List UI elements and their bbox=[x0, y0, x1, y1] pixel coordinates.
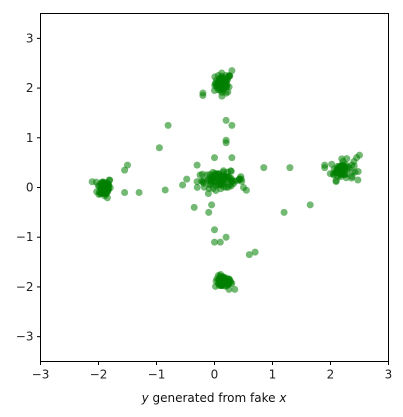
data-point bbox=[211, 282, 219, 290]
data-point bbox=[354, 167, 362, 175]
data-point bbox=[328, 160, 336, 168]
data-point bbox=[208, 201, 216, 209]
data-point bbox=[353, 154, 361, 162]
data-point bbox=[103, 194, 111, 202]
data-point bbox=[213, 275, 221, 283]
data-point bbox=[216, 238, 224, 246]
data-point bbox=[211, 238, 218, 246]
x-tick-label: −2 bbox=[90, 368, 108, 382]
data-point bbox=[228, 154, 236, 162]
x-axis-label-var-x: x bbox=[278, 391, 287, 405]
data-point bbox=[286, 164, 294, 172]
data-point bbox=[164, 121, 172, 129]
data-point bbox=[205, 208, 213, 216]
data-point bbox=[193, 183, 201, 191]
data-point bbox=[332, 178, 340, 186]
y-tick-label: 0 bbox=[26, 181, 34, 195]
data-point bbox=[211, 226, 218, 234]
data-point bbox=[199, 92, 207, 100]
data-point bbox=[121, 188, 129, 196]
x-tick-label: 0 bbox=[211, 368, 219, 382]
data-point bbox=[211, 87, 218, 95]
points-layer bbox=[88, 67, 363, 293]
data-point bbox=[332, 168, 340, 176]
data-point bbox=[211, 73, 219, 81]
x-tick-label: 2 bbox=[327, 368, 335, 382]
data-point bbox=[212, 187, 220, 195]
data-point bbox=[105, 176, 113, 184]
data-point bbox=[200, 183, 208, 191]
data-point bbox=[337, 162, 345, 170]
data-point bbox=[354, 176, 362, 184]
data-point bbox=[216, 176, 224, 184]
data-point bbox=[212, 170, 220, 178]
x-axis-label-var-y: y bbox=[141, 391, 150, 405]
data-point bbox=[222, 116, 230, 124]
data-point bbox=[225, 285, 233, 293]
y-tick-label: 2 bbox=[26, 81, 34, 95]
data-point bbox=[306, 201, 314, 209]
x-axis-label: y generated from fake x bbox=[141, 391, 288, 405]
data-point bbox=[349, 168, 357, 176]
data-point bbox=[135, 188, 143, 196]
x-tick-label: −1 bbox=[148, 368, 166, 382]
data-point bbox=[206, 181, 214, 189]
data-point bbox=[222, 183, 230, 191]
x-tick-label: 3 bbox=[385, 368, 393, 382]
data-point bbox=[228, 121, 236, 129]
x-tick-label: −3 bbox=[32, 368, 50, 382]
data-point bbox=[190, 203, 198, 211]
data-point bbox=[231, 285, 239, 293]
data-point bbox=[222, 139, 230, 147]
data-point bbox=[348, 174, 356, 182]
data-point bbox=[161, 186, 169, 194]
data-point bbox=[240, 184, 247, 191]
y-tick-label: −3 bbox=[16, 330, 34, 344]
data-point bbox=[198, 177, 206, 185]
data-point bbox=[219, 87, 227, 95]
data-point bbox=[220, 279, 228, 287]
y-tick-label: −1 bbox=[16, 230, 34, 244]
data-point bbox=[179, 181, 187, 189]
x-tick-label: 1 bbox=[269, 368, 277, 382]
data-point bbox=[222, 233, 230, 241]
y-tick-label: 1 bbox=[26, 131, 34, 145]
y-tick-label: 3 bbox=[26, 31, 34, 45]
data-point bbox=[340, 169, 348, 177]
data-point bbox=[88, 178, 96, 186]
data-point bbox=[251, 248, 259, 256]
data-point bbox=[183, 175, 191, 183]
data-point bbox=[155, 144, 163, 152]
data-point bbox=[121, 166, 129, 174]
data-point bbox=[216, 74, 224, 82]
data-point bbox=[222, 78, 230, 86]
data-point bbox=[211, 154, 218, 162]
data-point bbox=[196, 171, 204, 179]
data-point bbox=[237, 175, 245, 183]
data-point bbox=[224, 173, 232, 181]
data-point bbox=[227, 279, 235, 287]
data-point bbox=[245, 251, 253, 259]
y-tick-label: −2 bbox=[16, 280, 34, 294]
ticks-layer: −3 −2 −1 0 1 2 3 −3 −2 −1 0 1 2 3 bbox=[16, 31, 393, 381]
data-point bbox=[260, 164, 268, 172]
data-point bbox=[280, 208, 288, 216]
x-axis-label-text: generated from fake bbox=[149, 391, 280, 405]
data-point bbox=[228, 67, 236, 75]
data-point bbox=[321, 164, 329, 172]
data-point bbox=[193, 161, 201, 169]
data-point bbox=[102, 184, 110, 192]
